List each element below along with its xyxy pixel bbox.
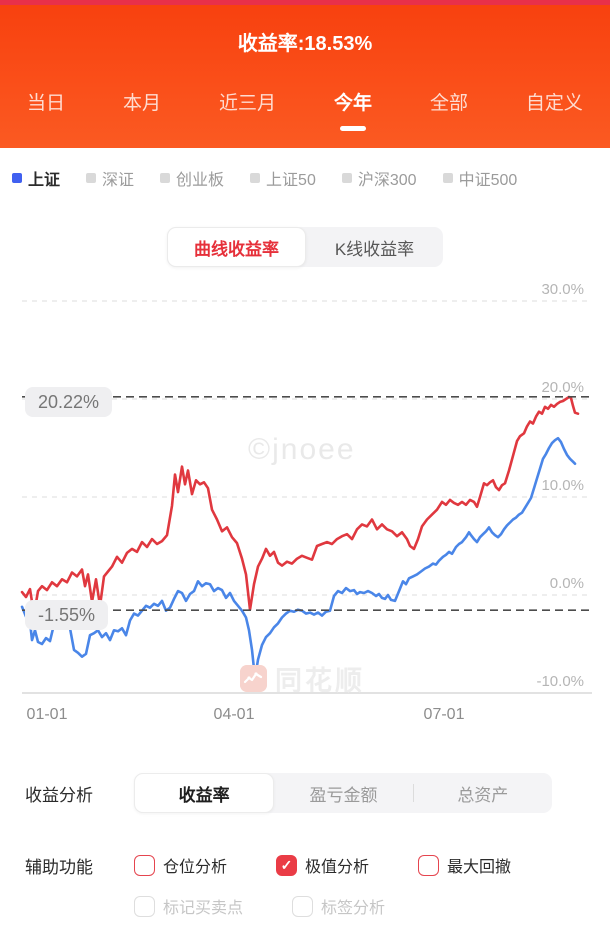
x-tick-label: 07-01	[423, 706, 465, 723]
tab-label: 本月	[122, 93, 161, 114]
legend-label: 沪深300	[357, 172, 417, 189]
app-header: 收益率:18.53% 当日 本月 近三月 今年 全部 自定义	[0, 0, 610, 148]
analysis-section: 收益分析 收益率 盈亏金额 总资产	[25, 773, 610, 813]
y-tick-label: 10.0%	[541, 477, 584, 494]
tab-label: 全部	[429, 93, 468, 114]
checkbox-mark-trade-points: ✓ 标记买卖点	[134, 894, 243, 918]
legend-item-zhongzheng500[interactable]: 中证500	[442, 166, 518, 190]
ths-logo-icon	[240, 665, 267, 692]
checkbox-position-analysis[interactable]: ✓ 仓位分析	[134, 853, 227, 877]
legend-item-shangzheng[interactable]: 上证	[12, 166, 60, 190]
analysis-section-label: 收益分析	[25, 785, 93, 805]
chart-type-toggle-wrap: 曲线收益率 K线收益率	[0, 227, 610, 267]
x-tick-label: 04-01	[213, 706, 255, 723]
y-tick-label: 0.0%	[550, 575, 584, 592]
check-icon: ✓	[280, 856, 293, 873]
legend-swatch	[250, 173, 261, 183]
checkbox-label: 最大回撤	[447, 859, 512, 876]
checkbox-box: ✓	[134, 895, 155, 917]
legend-swatch	[86, 173, 97, 183]
legend-label: 上证50	[266, 172, 316, 189]
legend-item-hushen300[interactable]: 沪深300	[341, 166, 417, 190]
tab-last-3-months[interactable]: 近三月	[219, 88, 276, 148]
y-tick-label: 20.0%	[541, 379, 584, 396]
checkbox-box: ✓	[276, 854, 298, 876]
segment-total-assets[interactable]: 总资产	[457, 785, 509, 805]
series-line-index	[20, 436, 577, 680]
tab-all[interactable]: 全部	[430, 88, 468, 148]
aux-checkbox-group: ✓ 仓位分析 ✓ 极值分析 ✓ 最大回撤 ✓ 标记买卖点 ✓ 标签分析	[134, 853, 511, 918]
legend-label: 上证	[28, 172, 61, 189]
legend-label: 中证500	[458, 172, 518, 189]
legend-item-chuangyeban[interactable]: 创业板	[160, 166, 224, 190]
min-value-annotation: -1.55%	[25, 600, 109, 630]
tab-label: 今年	[333, 93, 372, 114]
segment-profit-amount[interactable]: 盈亏金额	[309, 785, 378, 805]
aux-checkbox-row-1: ✓ 仓位分析 ✓ 极值分析 ✓ 最大回撤	[134, 853, 511, 877]
x-axis-labels: 01-01 04-01 07-01	[0, 697, 610, 731]
checkbox-max-drawdown[interactable]: ✓ 最大回撤	[418, 853, 511, 877]
legend-swatch	[442, 173, 453, 183]
tab-custom[interactable]: 自定义	[526, 88, 583, 148]
series-line-portfolio	[20, 395, 580, 616]
chart-type-toggle: 曲线收益率 K线收益率	[167, 227, 443, 267]
y-tick-label: 30.0%	[541, 281, 584, 298]
checkbox-tag-analysis: ✓ 标签分析	[292, 894, 385, 918]
toggle-kline-return[interactable]: K线收益率	[334, 239, 415, 259]
checkbox-box: ✓	[418, 854, 440, 876]
copyright-watermark: ©jnoee	[248, 433, 356, 466]
legend-label: 深证	[102, 172, 135, 189]
aux-checkbox-row-2: ✓ 标记买卖点 ✓ 标签分析	[134, 894, 511, 918]
tab-label: 当日	[27, 93, 66, 114]
legend-swatch	[12, 173, 22, 183]
x-tick-label: 01-01	[26, 706, 68, 723]
checkbox-label: 标记买卖点	[163, 900, 244, 917]
tab-today[interactable]: 当日	[27, 88, 65, 148]
y-tick-label: -10.0%	[536, 673, 584, 690]
checkbox-box: ✓	[134, 854, 155, 876]
index-legend: 上证 深证 创业板 上证50 沪深300 中证500	[12, 166, 610, 190]
legend-swatch	[160, 173, 171, 183]
legend-item-shenzheng[interactable]: 深证	[86, 166, 134, 190]
page-title: 收益率:18.53%	[237, 33, 373, 55]
checkbox-label: 标签分析	[321, 900, 386, 917]
tab-this-month[interactable]: 本月	[123, 88, 161, 148]
checkbox-label: 极值分析	[305, 859, 370, 876]
legend-label: 创业板	[176, 172, 225, 189]
max-value-annotation: 20.22%	[25, 387, 113, 417]
analysis-segmented-control: 收益率 盈亏金额 总资产	[134, 773, 552, 813]
checkbox-extreme-value-analysis[interactable]: ✓ 极值分析	[276, 853, 369, 877]
chart-canvas: 30.0% 20.0% 10.0% 0.0% -10.0%	[20, 281, 592, 694]
checkbox-label: 仓位分析	[163, 859, 228, 876]
header-top-strip	[0, 0, 610, 5]
aux-section: 辅助功能 ✓ 仓位分析 ✓ 极值分析 ✓ 最大回撤 ✓ 标记买卖点 ✓ 标签分	[25, 853, 610, 918]
tab-this-year[interactable]: 今年	[334, 88, 372, 148]
toggle-curve-return[interactable]: 曲线收益率	[167, 227, 306, 267]
brand-watermark: 同花顺	[240, 659, 365, 698]
checkbox-box: ✓	[292, 895, 314, 917]
segment-return-rate[interactable]: 收益率	[134, 773, 275, 813]
tab-label: 自定义	[525, 93, 583, 114]
legend-swatch	[341, 173, 352, 183]
segment-divider	[412, 784, 414, 802]
tab-label: 近三月	[218, 93, 276, 114]
active-tab-underline	[339, 126, 366, 131]
brand-watermark-text: 同花顺	[275, 666, 365, 696]
legend-item-shangzheng50[interactable]: 上证50	[250, 166, 316, 190]
period-tab-bar: 当日 本月 近三月 今年 全部 自定义	[0, 88, 610, 148]
returns-chart: 30.0% 20.0% 10.0% 0.0% -10.0% ©jnoee 同花顺 20.…	[0, 267, 610, 697]
aux-section-label: 辅助功能	[25, 858, 93, 877]
